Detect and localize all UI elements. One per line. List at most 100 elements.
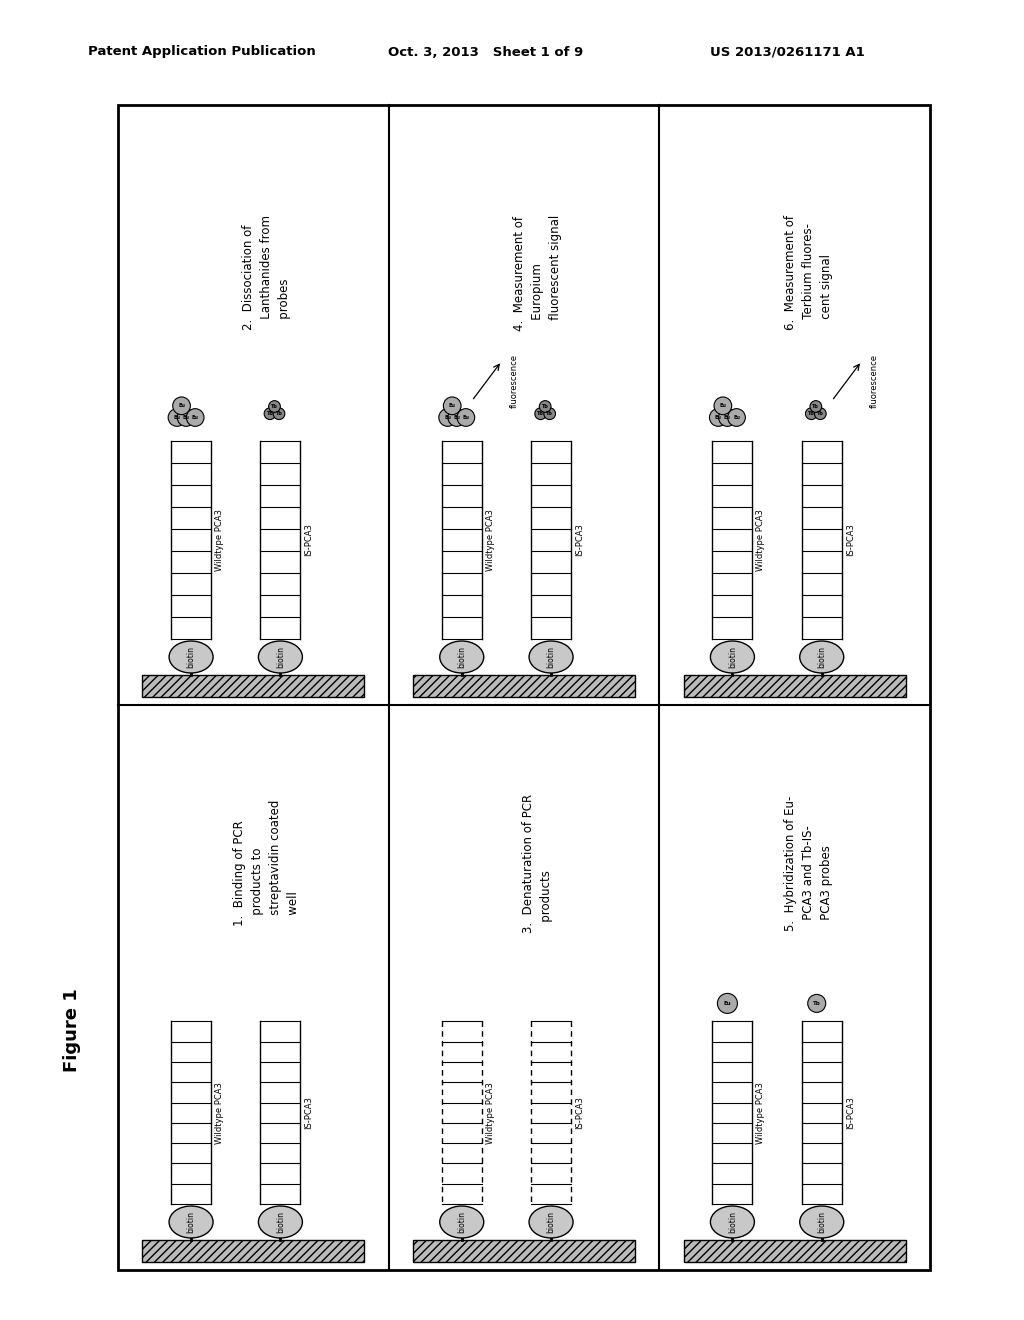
- Ellipse shape: [258, 1206, 302, 1238]
- Text: biotin: biotin: [458, 645, 466, 668]
- Text: Tb: Tb: [812, 404, 819, 409]
- Text: Tb: Tb: [271, 404, 278, 409]
- Circle shape: [728, 409, 745, 426]
- Text: fluorescence: fluorescence: [510, 354, 519, 408]
- Circle shape: [173, 397, 190, 414]
- Circle shape: [443, 397, 461, 414]
- Text: Eu: Eu: [733, 414, 740, 420]
- Text: Tb: Tb: [808, 412, 815, 416]
- Circle shape: [535, 408, 547, 420]
- Text: biotin: biotin: [547, 645, 556, 668]
- Circle shape: [177, 409, 195, 426]
- Text: Tb: Tb: [538, 412, 544, 416]
- Ellipse shape: [529, 642, 573, 673]
- Bar: [684, 1239, 905, 1262]
- Text: Eu: Eu: [454, 414, 460, 420]
- Text: Wildtype PCA3: Wildtype PCA3: [485, 1082, 495, 1143]
- Circle shape: [719, 409, 736, 426]
- Text: Eu: Eu: [178, 404, 185, 408]
- Text: Wildtype PCA3: Wildtype PCA3: [757, 510, 765, 572]
- Text: Patent Application Publication: Patent Application Publication: [88, 45, 315, 58]
- Ellipse shape: [529, 1206, 573, 1238]
- Ellipse shape: [711, 1206, 755, 1238]
- Text: Eu: Eu: [182, 414, 189, 420]
- Text: Tb: Tb: [817, 412, 823, 416]
- Circle shape: [447, 409, 466, 426]
- Text: biotin: biotin: [186, 1210, 196, 1233]
- Text: Eu: Eu: [463, 414, 469, 420]
- Text: US 2013/0261171 A1: US 2013/0261171 A1: [710, 45, 864, 58]
- Circle shape: [710, 409, 727, 426]
- Ellipse shape: [169, 642, 213, 673]
- Text: fluorescence: fluorescence: [869, 354, 879, 408]
- Bar: [142, 675, 365, 697]
- Circle shape: [168, 409, 185, 426]
- Bar: [118, 106, 930, 1270]
- Text: Eu: Eu: [724, 414, 731, 420]
- Text: biotin: biotin: [186, 645, 196, 668]
- Ellipse shape: [439, 642, 483, 673]
- Text: Eu: Eu: [724, 1001, 731, 1006]
- Circle shape: [273, 408, 285, 420]
- Text: IS-PCA3: IS-PCA3: [846, 1097, 855, 1129]
- Circle shape: [457, 409, 475, 426]
- Text: Eu: Eu: [449, 404, 456, 408]
- Circle shape: [264, 408, 275, 420]
- Text: Eu: Eu: [444, 414, 452, 420]
- Text: 1.  Binding of PCR
   products to
   streptavidin coated
   well: 1. Binding of PCR products to streptavid…: [233, 800, 300, 927]
- Text: Tb: Tb: [266, 412, 273, 416]
- Text: biotin: biotin: [275, 1210, 285, 1233]
- Circle shape: [814, 408, 826, 420]
- Text: biotin: biotin: [547, 1210, 556, 1233]
- Bar: [413, 1239, 635, 1262]
- Text: IS-PCA3: IS-PCA3: [304, 524, 313, 557]
- Text: Eu: Eu: [715, 414, 722, 420]
- Text: Eu: Eu: [191, 414, 199, 420]
- Text: Wildtype PCA3: Wildtype PCA3: [215, 1082, 224, 1143]
- Text: biotin: biotin: [817, 1210, 826, 1233]
- Ellipse shape: [800, 642, 844, 673]
- Circle shape: [439, 409, 457, 426]
- Circle shape: [808, 994, 825, 1012]
- Text: Tb: Tb: [813, 1001, 820, 1006]
- Text: 4.  Measurement of
   Europium
   fluorescent signal: 4. Measurement of Europium fluorescent s…: [513, 215, 562, 331]
- Text: IS-PCA3: IS-PCA3: [846, 524, 855, 557]
- Ellipse shape: [258, 642, 302, 673]
- Text: 6.  Measurement of
   Terbium fluores-
   cent signal: 6. Measurement of Terbium fluores- cent …: [783, 215, 833, 330]
- Text: IS-PCA3: IS-PCA3: [304, 1097, 313, 1129]
- Ellipse shape: [800, 1206, 844, 1238]
- Circle shape: [544, 408, 555, 420]
- Text: Wildtype PCA3: Wildtype PCA3: [485, 510, 495, 572]
- Text: Eu: Eu: [720, 404, 726, 408]
- Text: Tb: Tb: [542, 404, 549, 409]
- Circle shape: [540, 401, 551, 412]
- Text: Figure 1: Figure 1: [63, 989, 81, 1072]
- Text: 3.  Denaturation of PCR
   products: 3. Denaturation of PCR products: [522, 793, 553, 933]
- Text: Wildtype PCA3: Wildtype PCA3: [757, 1082, 765, 1143]
- Circle shape: [186, 409, 204, 426]
- Text: 5.  Hybridization of Eu-
   PCA3 and Tb-IS-
   PCA3 probes: 5. Hybridization of Eu- PCA3 and Tb-IS- …: [783, 796, 833, 931]
- Text: biotin: biotin: [728, 645, 737, 668]
- Ellipse shape: [169, 1206, 213, 1238]
- Circle shape: [810, 401, 821, 412]
- Ellipse shape: [439, 1206, 483, 1238]
- Text: biotin: biotin: [817, 645, 826, 668]
- Text: Tb: Tb: [546, 412, 553, 416]
- Circle shape: [714, 397, 732, 414]
- Bar: [684, 675, 905, 697]
- Text: biotin: biotin: [728, 1210, 737, 1233]
- Text: Tb: Tb: [275, 412, 283, 416]
- Text: biotin: biotin: [275, 645, 285, 668]
- Text: Wildtype PCA3: Wildtype PCA3: [215, 510, 224, 572]
- Text: Oct. 3, 2013   Sheet 1 of 9: Oct. 3, 2013 Sheet 1 of 9: [388, 45, 584, 58]
- Ellipse shape: [711, 642, 755, 673]
- Bar: [413, 675, 635, 697]
- Bar: [142, 1239, 365, 1262]
- Circle shape: [718, 994, 737, 1014]
- Text: 2.  Dissociation of
   Lanthanides from
   probes: 2. Dissociation of Lanthanides from prob…: [243, 215, 292, 330]
- Text: IS-PCA3: IS-PCA3: [575, 524, 584, 557]
- Text: biotin: biotin: [458, 1210, 466, 1233]
- Text: IS-PCA3: IS-PCA3: [575, 1097, 584, 1129]
- Circle shape: [806, 408, 817, 420]
- Circle shape: [268, 401, 281, 412]
